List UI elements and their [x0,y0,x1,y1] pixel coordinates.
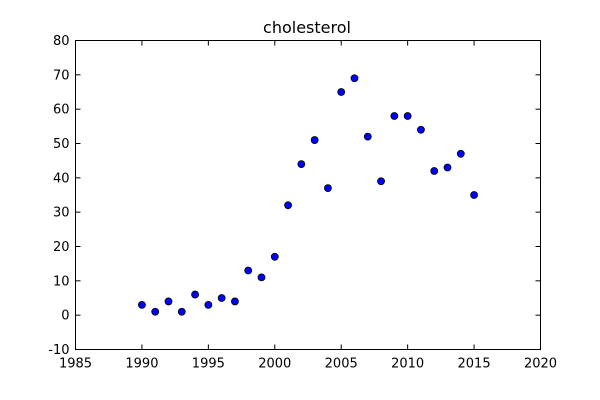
x-tick-label: 1995 [192,357,225,372]
y-tick-label: 50 [53,137,70,152]
data-point [310,136,319,144]
data-point [177,307,186,316]
data-point [470,191,478,199]
y-tick-label: 10 [53,274,70,289]
data-point [270,252,279,261]
data-point [417,125,425,134]
data-point [456,149,465,158]
plot-frame [75,40,541,350]
data-point [138,300,146,309]
x-tick-label: 1985 [59,357,92,372]
data-point [324,184,332,193]
y-tick-label: 80 [53,34,70,49]
data-point [363,132,372,141]
y-tick-label: 20 [53,240,70,255]
data-point [443,163,452,172]
data-point [204,300,213,309]
data-point [284,201,292,210]
data-point [244,266,253,275]
data-point [390,112,399,120]
data-point [231,297,239,306]
data-point [217,294,226,302]
data-point [337,88,346,96]
data-point [257,273,266,282]
y-tick-label: 60 [53,103,70,118]
x-tick-label: 2005 [325,357,358,372]
data-points [138,74,478,316]
data-point [297,160,306,169]
x-tick-label: 2000 [258,357,291,372]
x-tick-label: 2020 [524,357,557,372]
y-tick-label: 40 [53,171,70,186]
y-tick-label: 0 [61,309,69,324]
data-point [191,290,199,299]
data-point [430,167,439,175]
x-tick-label: 2015 [458,357,491,372]
data-point [403,112,412,120]
data-point [151,307,160,316]
y-tick-label: 70 [53,68,70,83]
y-tick-label: -10 [48,343,69,358]
x-tick-label: 2010 [391,357,424,372]
x-tick-label: 1990 [125,357,158,372]
y-tick-label: 30 [53,206,70,221]
data-point [164,297,173,306]
axes-ticks: 1985 1990 1995 2000 2005 2010 2015 2020 -10 0 10 20… [48,34,557,372]
data-point [377,177,385,186]
chart-title: cholesterol [263,18,351,37]
data-point [350,74,359,83]
